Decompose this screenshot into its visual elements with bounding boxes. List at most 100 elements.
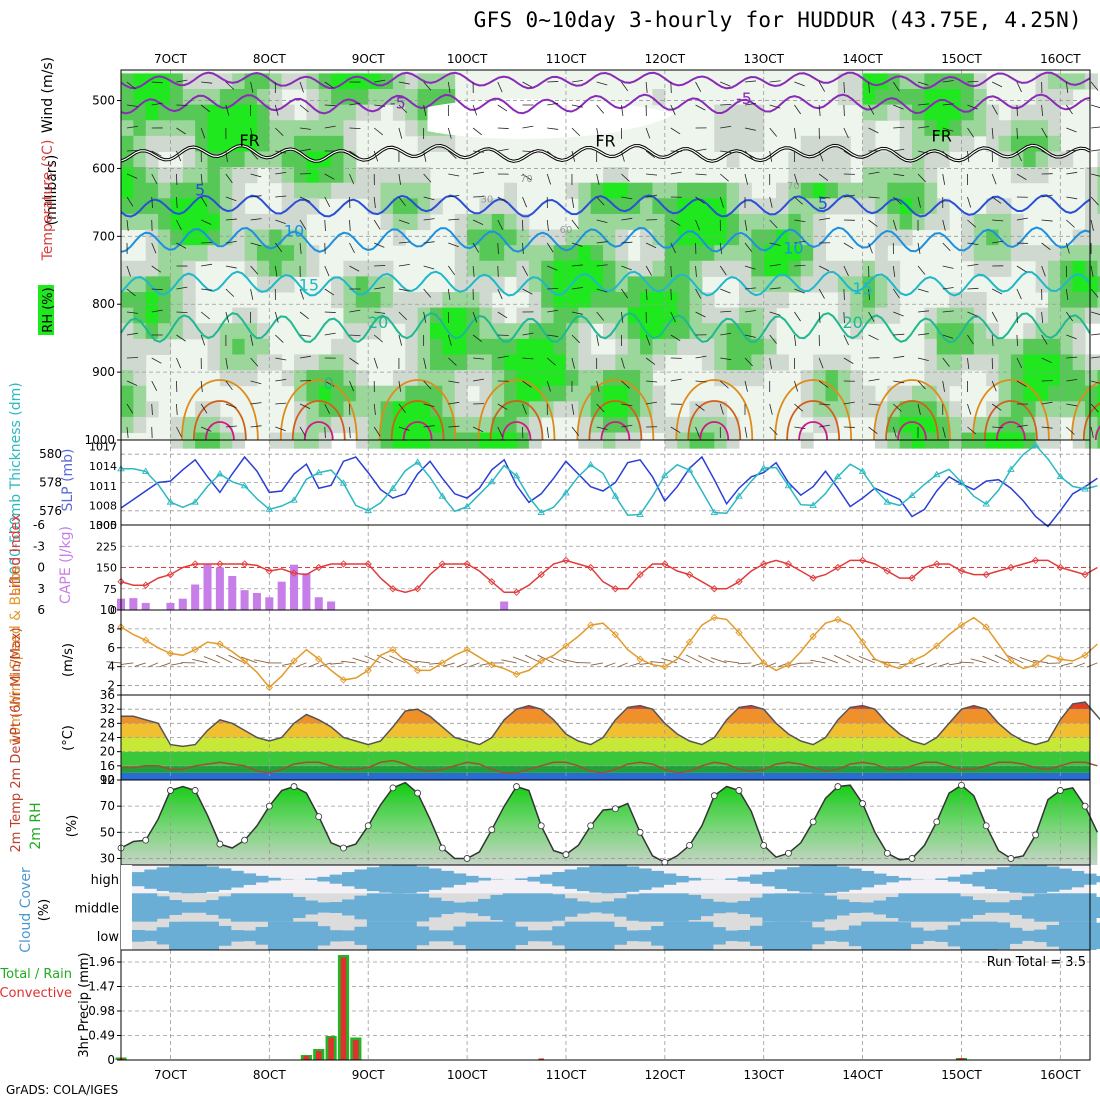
cloud-cell — [886, 876, 899, 882]
rh-line-point — [934, 819, 940, 825]
rh-cell — [578, 354, 591, 370]
rh-cell — [405, 214, 418, 230]
rh-cell — [801, 136, 814, 152]
rh-cell — [306, 386, 319, 402]
rh-cell — [677, 214, 690, 230]
rh-cell — [652, 308, 665, 324]
rh-cell — [1036, 339, 1049, 355]
rh-cell — [974, 120, 987, 136]
rh-line-point — [316, 814, 322, 820]
rh-cell — [615, 245, 628, 261]
rh-cell — [826, 354, 839, 370]
cloud-cell — [589, 903, 602, 913]
cloud-cell — [441, 901, 454, 914]
rh-cell — [554, 261, 567, 277]
rh-cell — [504, 433, 517, 449]
y-tick-label: 50 — [100, 825, 115, 839]
cloud-cell — [528, 930, 541, 941]
cloud-cell — [1022, 865, 1035, 893]
rh-cell — [999, 354, 1012, 370]
rh-cell — [801, 214, 814, 230]
rh-cell — [146, 276, 159, 292]
rh-cell — [245, 105, 258, 121]
rh-cell — [974, 323, 987, 339]
cloud-cell — [985, 902, 998, 913]
cloud-cell — [367, 867, 380, 891]
cloud-cell — [1096, 876, 1100, 882]
rh-cell — [887, 401, 900, 417]
rh-cell — [1048, 292, 1061, 308]
rh-cell — [121, 386, 134, 402]
surface-wind-barb — [192, 659, 207, 663]
rh-cell — [418, 167, 431, 183]
rh-cell — [702, 261, 715, 277]
rh-cell — [1036, 167, 1049, 183]
cloud-cell — [1059, 869, 1072, 890]
cloud-cell — [219, 926, 232, 946]
precip-convective-bar — [328, 1038, 334, 1061]
time-tick-top: 10OCT — [447, 52, 488, 66]
rh-line-point — [835, 784, 841, 790]
precip-convective-bar — [353, 1040, 359, 1060]
rh-cell — [949, 354, 962, 370]
wind-unit-label: (m/s) — [61, 643, 76, 677]
rh-cell — [887, 386, 900, 402]
rh-line-point — [489, 827, 495, 833]
cloud-cell — [960, 896, 973, 918]
rh-cell — [405, 120, 418, 136]
contour-label: 10 — [284, 221, 304, 240]
rh-cell — [368, 261, 381, 277]
temp-color-band — [121, 773, 1090, 780]
surface-wind-barb — [605, 663, 616, 667]
rh-line-point — [983, 823, 989, 829]
rh-cell — [418, 417, 431, 433]
rh-cell — [356, 308, 369, 324]
y-tick-label: 0.49 — [88, 1029, 115, 1043]
cloud-cell — [651, 871, 664, 888]
cloud-cell — [775, 922, 788, 950]
rh-cell — [257, 214, 270, 230]
rh-cell — [158, 167, 171, 183]
rh-cell — [356, 401, 369, 417]
rh2m-unit-label: (%) — [65, 815, 80, 838]
rh-cell — [294, 167, 307, 183]
rh-cell — [875, 214, 888, 230]
cloud-cell — [738, 877, 751, 882]
cloud-cell — [181, 865, 194, 893]
rh-cell — [504, 386, 517, 402]
cloud-cell — [589, 866, 602, 893]
cloud-cell — [861, 902, 874, 912]
rh-cell — [764, 261, 777, 277]
rh-cell — [751, 120, 764, 136]
rh-cell — [455, 417, 468, 433]
surface-wind-barb — [501, 660, 516, 663]
rh-cell — [121, 89, 134, 105]
rh-cell — [183, 183, 196, 199]
cloud-cell — [1010, 928, 1023, 944]
rh-cell — [1048, 308, 1061, 324]
cloud-cell — [342, 899, 355, 915]
cloud-cell — [972, 922, 985, 950]
li-tick-label: 0 — [37, 561, 45, 575]
cloud-cell — [923, 893, 936, 921]
thickness-tick-label: 576 — [39, 504, 62, 518]
rh-cell — [393, 292, 406, 308]
rh-cell — [146, 105, 159, 121]
contour-label: 70 — [520, 174, 533, 185]
cloud-axis-label: Cloud Cover — [18, 867, 34, 953]
rh-cell — [727, 245, 740, 261]
cloud-cell — [762, 894, 775, 922]
rh-cell — [603, 245, 616, 261]
rh-cell — [158, 214, 171, 230]
rh-cell — [578, 292, 591, 308]
time-tick-bottom: 10OCT — [447, 1068, 488, 1082]
rh-cell — [405, 292, 418, 308]
rh-cell — [541, 245, 554, 261]
rh-cell — [133, 386, 146, 402]
cloud-cell — [515, 878, 528, 880]
cloud-cell — [762, 922, 775, 950]
cloud-cell — [577, 901, 590, 913]
rh-cell — [1048, 401, 1061, 417]
rh-cell — [801, 433, 814, 449]
y-tick-label: 1.96 — [88, 955, 115, 969]
